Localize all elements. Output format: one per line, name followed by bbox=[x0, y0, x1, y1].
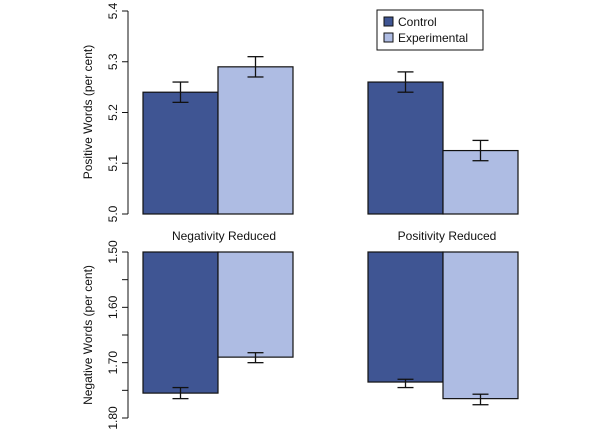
y-tick-label: 1.80 bbox=[106, 406, 120, 430]
legend: Control Experimental bbox=[376, 9, 484, 51]
category-label-negativity: Negativity Reduced bbox=[172, 229, 276, 243]
legend-label-experimental: Experimental bbox=[398, 31, 468, 45]
bar-control bbox=[142, 91, 219, 215]
bar-experimental bbox=[217, 66, 294, 215]
bar-experimental bbox=[217, 251, 294, 358]
y-tick-label: 5.4 bbox=[106, 2, 120, 19]
y-tick-label: 5.3 bbox=[106, 53, 120, 70]
y-tick-label: 1.60 bbox=[106, 295, 120, 319]
bar-control bbox=[367, 81, 444, 215]
legend-label-control: Control bbox=[398, 15, 437, 29]
y-tick-label: 1.70 bbox=[106, 351, 120, 375]
top-ylabel: Positive Words (per cent) bbox=[81, 45, 95, 180]
legend-swatch-control bbox=[383, 16, 394, 27]
y-tick-label: 1.50 bbox=[106, 240, 120, 264]
bar-experimental bbox=[442, 251, 519, 400]
y-tick-label: 5.2 bbox=[106, 104, 120, 121]
bar-control bbox=[142, 251, 219, 394]
bottom-ylabel: Negative Words (per cent) bbox=[81, 265, 95, 405]
legend-swatch-experimental bbox=[383, 32, 394, 43]
category-label-positivity: Positivity Reduced bbox=[398, 229, 497, 243]
y-tick-label: 5.1 bbox=[106, 155, 120, 172]
y-tick-label: 5.0 bbox=[106, 205, 120, 222]
legend-box bbox=[376, 9, 484, 51]
bar-control bbox=[367, 251, 444, 383]
